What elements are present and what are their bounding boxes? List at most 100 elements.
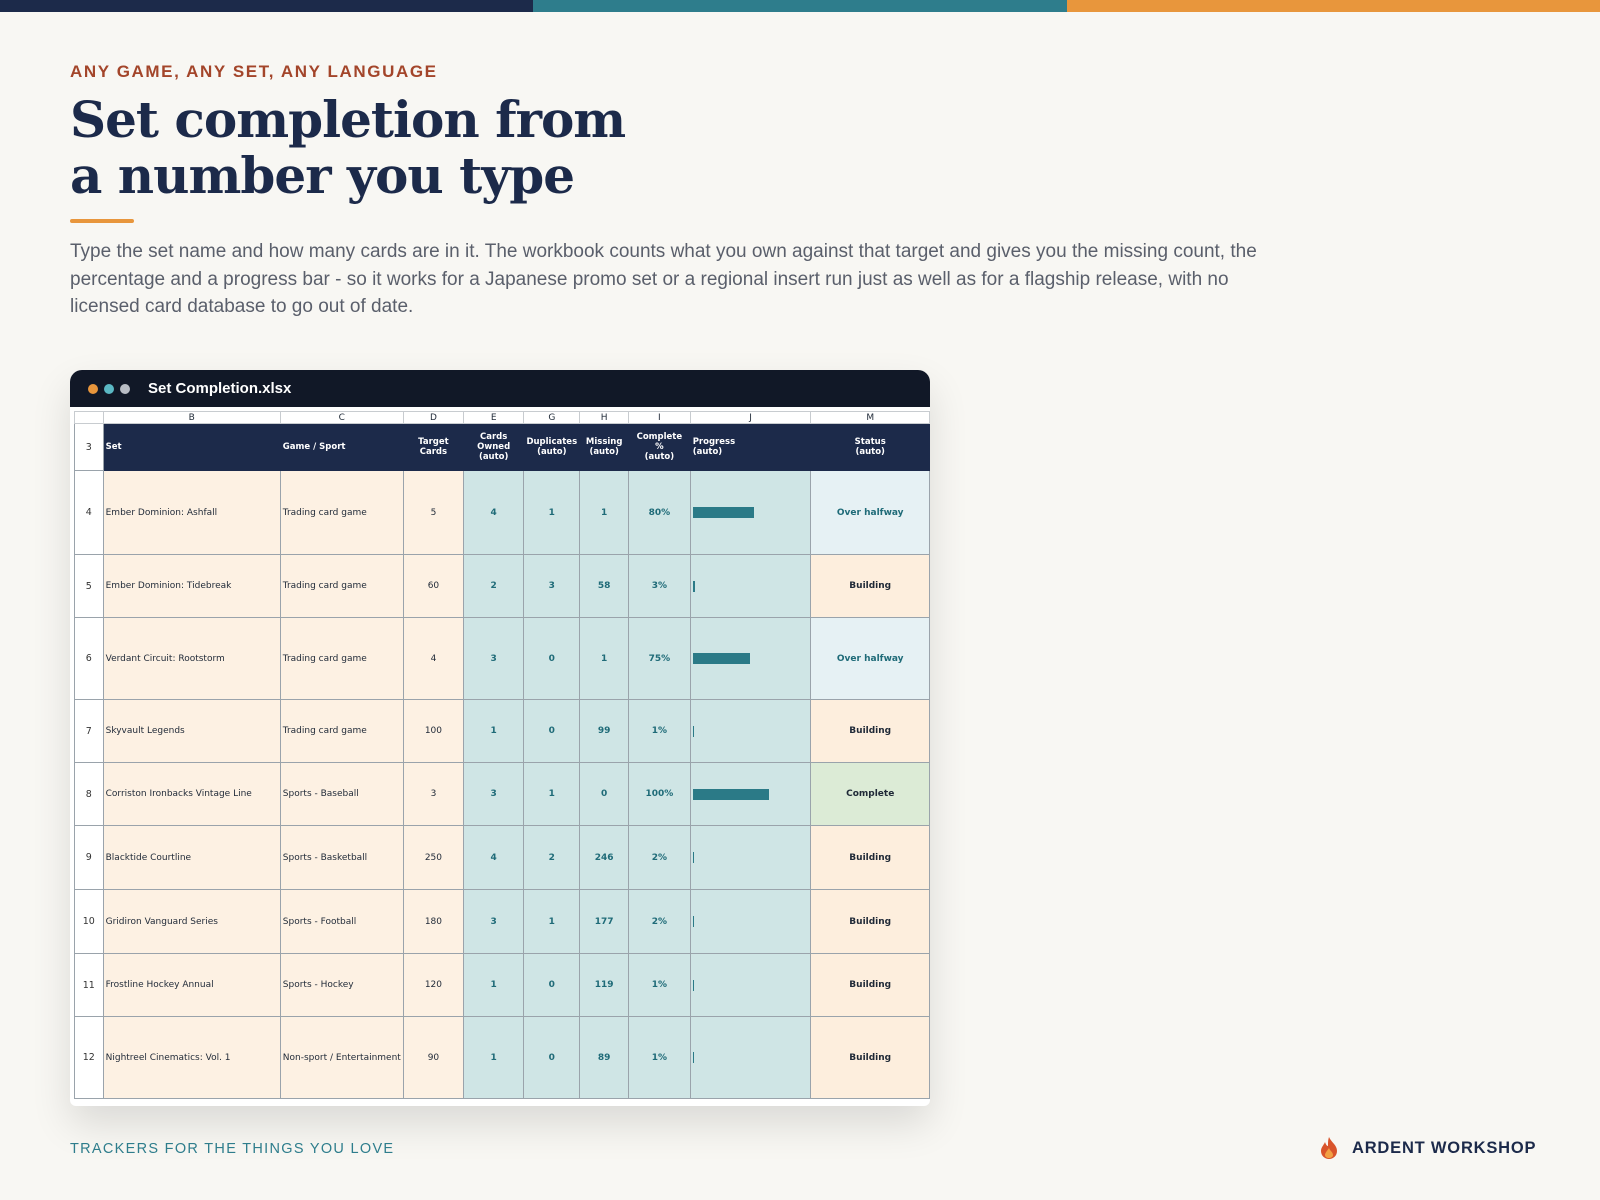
- set-name: Nightreel Cinematics: Vol. 1: [102, 1016, 281, 1099]
- cards-owned: 2: [463, 554, 525, 618]
- status: Building: [810, 554, 930, 618]
- brand-name: ARDENT WORKSHOP: [1352, 1138, 1537, 1157]
- title-line: Set completion from: [70, 90, 626, 149]
- complete-pct: 80%: [628, 470, 691, 555]
- progress-bar: [692, 852, 695, 863]
- target-cards: 180: [402, 889, 465, 954]
- row-number: 9: [74, 825, 104, 890]
- progress-bar: [692, 916, 695, 927]
- missing: 246: [579, 825, 630, 890]
- complete-pct: 1%: [628, 953, 691, 1017]
- missing: 58: [579, 554, 630, 618]
- title-line: a number you type: [70, 146, 575, 205]
- eyebrow: ANY GAME, ANY SET, ANY LANGUAGE: [70, 62, 438, 81]
- row-number: 11: [74, 953, 104, 1017]
- cards-owned: 3: [463, 617, 525, 700]
- complete-pct: 75%: [628, 617, 691, 700]
- set-name: Skyvault Legends: [102, 699, 281, 763]
- target-cards: 4: [402, 617, 465, 700]
- column-letter: I: [628, 411, 691, 424]
- spreadsheet-window: Set Completion.xlsx B C D E G H I J M 3 Set Game / …: [70, 370, 930, 1106]
- target-cards: 3: [402, 762, 465, 826]
- duplicates: 1: [523, 470, 581, 555]
- data-row: 9 Blacktide Courtline Sports - Basketball 2…: [74, 825, 930, 890]
- complete-pct: 1%: [628, 699, 691, 763]
- game: Trading card game: [279, 554, 404, 618]
- window-dot: [104, 383, 114, 394]
- complete-pct: 2%: [628, 825, 691, 890]
- cards-owned: 1: [463, 699, 525, 763]
- header-row: 3 Set Game / Sport Target Cards Cards Owned …: [74, 423, 930, 471]
- status: Building: [810, 825, 930, 890]
- complete-pct: 1%: [628, 1016, 691, 1099]
- row-number: 5: [74, 554, 104, 618]
- intro: Type the set name and how many cards are…: [70, 241, 1257, 317]
- cards-owned: 3: [463, 762, 525, 826]
- progress-cell: [689, 554, 812, 618]
- progress-cell: [689, 699, 812, 763]
- row-number: 4: [74, 470, 104, 555]
- progress-cell: [689, 617, 812, 700]
- duplicates: 0: [523, 699, 581, 763]
- missing: 0: [579, 762, 630, 826]
- missing: 99: [579, 699, 630, 763]
- column-letter: C: [279, 411, 404, 424]
- duplicates: 0: [523, 617, 581, 700]
- game: Sports - Basketball: [279, 825, 404, 890]
- cards-owned: 4: [463, 470, 525, 555]
- duplicates: 2: [523, 825, 581, 890]
- row-number: 8: [74, 762, 104, 826]
- duplicates: 1: [523, 889, 581, 954]
- game: Trading card game: [279, 617, 404, 700]
- game: Sports - Football: [279, 889, 404, 954]
- window-bar: Set Completion.xlsx: [70, 370, 930, 407]
- brand: ARDENT WORKSHOP: [1318, 1136, 1536, 1160]
- target-cards: 5: [402, 470, 465, 555]
- row-number: 3: [74, 423, 104, 471]
- column-header: Complete % (auto): [628, 423, 691, 471]
- progress-bar: [692, 653, 750, 664]
- data-row: 8 Corriston Ironbacks Vintage Line Sports …: [74, 762, 930, 826]
- progress-bar: [692, 580, 695, 592]
- tagline: TRACKERS FOR THE THINGS YOU LOVE: [70, 1141, 395, 1157]
- column-letter: H: [579, 411, 630, 424]
- target-cards: 60: [402, 554, 465, 618]
- complete-pct: 2%: [628, 889, 691, 954]
- status: Building: [810, 953, 930, 1017]
- set-name: Blacktide Courtline: [102, 825, 281, 890]
- column-header: Game / Sport: [279, 423, 404, 471]
- data-row: 4 Ember Dominion: Ashfall Trading card gam…: [74, 470, 930, 555]
- progress-cell: [689, 825, 812, 890]
- accent-bar: [0, 0, 1600, 12]
- corner-cell: [74, 411, 104, 424]
- duplicates: 0: [523, 1016, 581, 1099]
- set-name: Ember Dominion: Ashfall: [102, 470, 281, 555]
- data-row: 10 Gridiron Vanguard Series Sports - Footb…: [74, 889, 930, 954]
- duplicates: 1: [523, 762, 581, 826]
- row-number: 7: [74, 699, 104, 763]
- column-header: Target Cards: [402, 423, 465, 471]
- cards-owned: 3: [463, 889, 525, 954]
- status: Over halfway: [810, 617, 930, 700]
- set-name: Ember Dominion: Tidebreak: [102, 554, 281, 618]
- progress-bar: [692, 507, 754, 518]
- missing: 1: [579, 617, 630, 700]
- set-name: Gridiron Vanguard Series: [102, 889, 281, 954]
- status: Building: [810, 1016, 930, 1099]
- status: Over halfway: [810, 470, 930, 555]
- data-row: 5 Ember Dominion: Tidebreak Trading card g…: [74, 554, 930, 618]
- game: Sports - Hockey: [279, 953, 404, 1017]
- row-number: 10: [74, 889, 104, 954]
- column-letter: G: [523, 411, 581, 424]
- column-header: Missing (auto): [579, 423, 630, 471]
- filename: Set Completion.xlsx: [148, 380, 292, 397]
- progress-cell: [689, 889, 812, 954]
- data-row: 7 Skyvault Legends Trading card game 100 1 0 9…: [74, 699, 930, 763]
- missing: 177: [579, 889, 630, 954]
- row-number: 12: [74, 1016, 104, 1099]
- cards-owned: 4: [463, 825, 525, 890]
- column-header: Status (auto): [810, 423, 930, 471]
- status: Complete: [810, 762, 930, 826]
- status: Building: [810, 699, 930, 763]
